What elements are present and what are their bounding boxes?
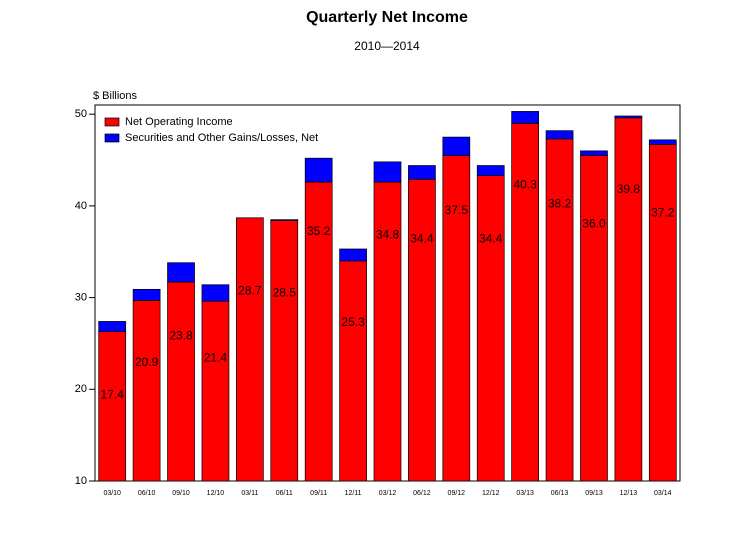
- x-tick-label: 06/13: [551, 490, 569, 497]
- y-tick-label: 40: [75, 200, 87, 212]
- y-tick-label: 30: [75, 291, 87, 303]
- x-tick-label: 12/13: [620, 490, 638, 497]
- bar-segment: [442, 155, 471, 482]
- bar-segment: [373, 161, 402, 183]
- bar-segment: [304, 157, 333, 183]
- total-label: 36.0: [582, 217, 606, 231]
- bar-segment: [545, 130, 574, 140]
- x-tick-label: 09/10: [172, 490, 190, 497]
- legend-label: Net Operating Income: [125, 116, 233, 128]
- total-label: 38.2: [548, 197, 572, 211]
- bar-segment: [511, 111, 539, 124]
- bar-segment: [201, 300, 230, 482]
- bar-segment: [476, 175, 505, 482]
- bar-segment: [98, 321, 127, 332]
- bar-segment: [408, 165, 436, 180]
- total-label: 40.3: [513, 177, 537, 191]
- bar-segment: [132, 299, 161, 482]
- y-axis-label: $ Billions: [93, 90, 138, 102]
- x-tick-label: 06/10: [138, 490, 156, 497]
- total-label: 28.7: [238, 284, 262, 298]
- bar-segment: [167, 262, 195, 283]
- legend-label: Securities and Other Gains/Losses, Net: [125, 132, 318, 144]
- y-tick-label: 10: [75, 475, 87, 487]
- total-label: 39.8: [617, 182, 641, 196]
- y-tick-label: 50: [75, 108, 87, 120]
- bar-segment: [98, 331, 127, 482]
- bar-segment: [614, 117, 643, 482]
- x-tick-label: 09/12: [448, 490, 466, 497]
- x-tick-label: 09/13: [585, 490, 603, 497]
- bar-segment: [339, 248, 367, 262]
- x-tick-label: 09/11: [310, 490, 327, 497]
- legend-swatch: [104, 133, 120, 143]
- x-tick-label: 03/12: [379, 490, 397, 497]
- legend-swatch: [104, 117, 120, 127]
- total-label: 34.4: [479, 231, 503, 245]
- bar-segment: [648, 144, 677, 482]
- total-label: 20.9: [135, 355, 159, 369]
- total-label: 17.4: [101, 387, 125, 401]
- bar-segment: [236, 217, 264, 482]
- bar-segment: [270, 219, 299, 221]
- bar-segment: [442, 136, 471, 156]
- bar-segment: [167, 281, 195, 482]
- x-tick-label: 12/12: [482, 490, 500, 497]
- total-label: 34.4: [410, 231, 434, 245]
- x-tick-label: 03/11: [241, 490, 258, 497]
- x-tick-label: 12/10: [207, 490, 225, 497]
- y-tick-label: 20: [75, 383, 87, 395]
- bar-segment: [648, 139, 677, 145]
- chart-subtitle: 2010—2014: [354, 39, 420, 53]
- total-label: 21.4: [204, 351, 228, 365]
- bar-segment: [132, 288, 161, 301]
- bar-segment: [373, 181, 402, 482]
- total-label: 34.8: [376, 228, 400, 242]
- total-label: 37.2: [651, 206, 675, 220]
- bar-segment: [270, 220, 299, 482]
- total-label: 23.8: [169, 329, 193, 343]
- total-label: 35.2: [307, 224, 331, 238]
- bar-segment: [408, 178, 436, 482]
- x-tick-label: 06/11: [276, 490, 293, 497]
- total-label: 25.3: [341, 315, 365, 329]
- bar-segment: [201, 284, 230, 302]
- chart-title: Quarterly Net Income: [306, 9, 468, 26]
- bar-segment: [580, 150, 608, 156]
- bar-segment: [476, 165, 505, 176]
- total-label: 37.5: [445, 203, 469, 217]
- total-label: 28.5: [273, 286, 297, 300]
- x-tick-label: 03/14: [654, 490, 672, 497]
- bar-segment: [580, 155, 608, 482]
- bar-segment: [545, 138, 574, 482]
- bar-segment: [339, 260, 367, 482]
- bar-segment: [614, 115, 643, 119]
- x-tick-label: 03/10: [103, 490, 121, 497]
- bar-segment: [511, 122, 539, 482]
- x-tick-label: 06/12: [413, 490, 431, 497]
- x-tick-label: 12/11: [345, 490, 362, 497]
- x-tick-label: 03/13: [516, 490, 534, 497]
